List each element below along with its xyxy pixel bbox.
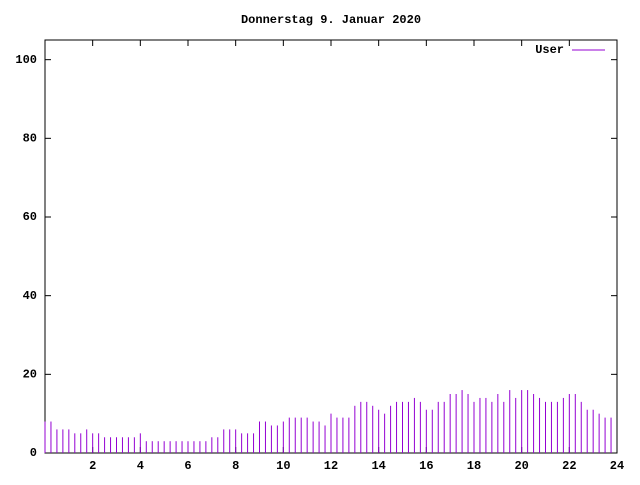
y-tick-label: 60 <box>23 210 37 224</box>
x-tick-label: 4 <box>137 459 144 473</box>
x-tick-label: 18 <box>467 459 481 473</box>
legend-label: User <box>535 43 564 57</box>
chart-title: Donnerstag 9. Januar 2020 <box>241 13 421 27</box>
x-tick-label: 6 <box>184 459 191 473</box>
x-tick-label: 22 <box>562 459 576 473</box>
y-tick-label: 40 <box>23 289 37 303</box>
x-tick-label: 24 <box>610 459 624 473</box>
x-tick-label: 12 <box>324 459 338 473</box>
x-tick-label: 2 <box>89 459 96 473</box>
y-tick-label: 0 <box>30 446 37 460</box>
y-tick-label: 80 <box>23 132 37 146</box>
x-tick-label: 14 <box>371 459 385 473</box>
plot-border <box>44 39 618 454</box>
x-tick-label: 20 <box>514 459 528 473</box>
x-tick-label: 16 <box>419 459 433 473</box>
y-tick-label: 20 <box>23 368 37 382</box>
x-tick-label: 8 <box>232 459 239 473</box>
x-tick-label: 10 <box>276 459 290 473</box>
y-tick-label: 100 <box>15 53 37 67</box>
